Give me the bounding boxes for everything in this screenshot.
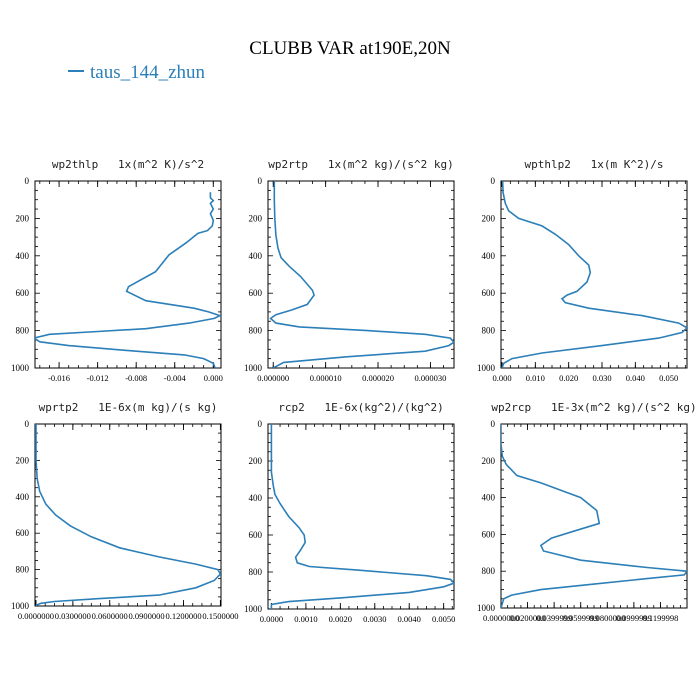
panel-title: wp2thlp 1x(m^2 K)/s^2 [52,158,204,171]
x-tick-label: 0.1500000 [202,611,238,621]
y-tick-label: 0 [258,176,263,186]
plot-frame [267,423,455,610]
panel-1: wp2thlp 1x(m^2 K)/s^2 0 200 400 600 800 1000 -0… [11,158,223,383]
y-tick-label: 200 [482,456,496,466]
y-tick-label: 200 [16,455,30,465]
panel-4: wprtp2 1E-6x(m kg)/(s kg) 0 200 400 600 800 10… [11,401,238,621]
x-tick-label: -0.016 [48,373,70,383]
y-tick-label: 0 [25,419,30,429]
y-tick-label: 400 [249,493,263,503]
x-tick-label: 0.0300000 [55,611,91,621]
y-tick-label: 800 [482,566,496,576]
x-tick-label: 0.0050 [432,614,455,624]
y-tick-label: 200 [16,213,30,223]
x-tick-label: 0.0000 [260,614,283,624]
series-line [270,424,454,609]
y-tick-label: 600 [482,529,496,539]
x-tick-label: 0.0599999 [563,613,599,623]
y-tick-label: 1000 [244,363,263,373]
y-tick-label: 600 [249,288,263,298]
panel-title: wp2rtp 1x(m^2 kg)/(s^2 kg) [268,158,453,171]
x-tick-label: 0.000000 [257,373,289,383]
x-tick-label: 0.0040 [398,614,421,624]
x-tick-label: 0.040 [626,373,645,383]
panel-5: rcp2 1E-6x(kg^2)/(kg^2) 0 200 400 600 800 1000… [244,401,455,624]
x-tick-label: 0.0020 [329,614,352,624]
plot-frame [34,423,222,607]
y-tick-label: 600 [249,530,263,540]
panel-2: wp2rtp 1x(m^2 kg)/(s^2 kg) 0 200 400 600 800 1… [244,158,455,383]
y-tick-label: 400 [16,492,30,502]
x-tick-label: 0.1200000 [165,611,201,621]
series-line [35,192,221,368]
y-tick-label: 1000 [477,603,496,613]
y-tick-label: 800 [16,326,30,336]
plot-frame [500,423,688,609]
x-tick-label: -0.004 [164,373,187,383]
panel-title: wprtp2 1E-6x(m kg)/(s kg) [39,401,218,414]
x-tick-label: -0.008 [125,373,147,383]
legend-label: taus_144_zhun [90,62,206,83]
x-tick-label: 0.0000000 [18,611,54,621]
y-tick-label: 1000 [244,604,263,614]
panel-grid: wp2thlp 1x(m^2 K)/s^2 0 200 400 600 800 1000 -0… [11,158,697,624]
panel-title: wpthlp2 1x(m K^2)/s [524,158,663,171]
y-tick-label: 400 [16,251,30,261]
x-tick-label: 0.0800000 [589,613,625,623]
plot-frame [500,180,688,369]
y-tick-label: 400 [249,251,263,261]
y-tick-label: 200 [482,213,496,223]
legend: taus_144_zhun [68,62,206,83]
series-line [501,424,687,608]
series-line [269,181,454,368]
y-tick-label: 1000 [11,363,30,373]
x-tick-label: 0.050 [659,373,678,383]
x-tick-label: -0.012 [87,373,109,383]
x-tick-label: 0.0999999 [616,613,652,623]
panel-title: rcp2 1E-6x(kg^2)/(kg^2) [278,401,444,414]
x-tick-label: 0.0900000 [129,611,165,621]
x-tick-label: 0.0030 [363,614,386,624]
y-tick-label: 600 [16,528,30,538]
x-tick-label: 0.030 [592,373,611,383]
panel-6: wp2rcp 1E-3x(m^2 kg)/(s^2 kg) 0 200 400 600 8… [477,401,697,623]
x-tick-label: 0.0600000 [92,611,128,621]
y-tick-label: 0 [258,419,263,429]
y-tick-label: 600 [482,288,496,298]
y-tick-label: 800 [249,567,263,577]
series-line [501,181,687,368]
y-tick-label: 800 [482,326,496,336]
y-tick-label: 0 [491,419,496,429]
y-tick-label: 0 [25,176,30,186]
y-tick-label: 800 [249,326,263,336]
x-tick-label: 0.010 [526,373,545,383]
x-tick-label: 0.000010 [310,373,342,383]
y-tick-label: 1000 [477,363,496,373]
x-tick-label: 0.020 [559,373,578,383]
panel-title: wp2rcp 1E-3x(m^2 kg)/(s^2 kg) [491,401,696,414]
x-tick-label: 0.0200000 [510,613,546,623]
x-tick-label: 0.000030 [414,373,446,383]
y-tick-label: 600 [16,288,30,298]
y-tick-label: 800 [16,565,30,575]
y-tick-label: 400 [482,251,496,261]
x-tick-label: 0.1199998 [643,613,679,623]
y-tick-label: 0 [491,176,496,186]
x-tick-label: 0.0399999 [536,613,572,623]
x-tick-label: 0.000020 [362,373,394,383]
x-tick-label: 0.0010 [294,614,317,624]
y-tick-label: 200 [249,456,263,466]
plot-frame [267,180,455,369]
x-tick-label: 0.000 [204,373,223,383]
plot-frame [34,180,222,369]
y-tick-label: 200 [249,213,263,223]
y-tick-label: 1000 [11,601,30,611]
panel-3: wpthlp2 1x(m K^2)/s 0 200 400 600 800 10000.00… [477,158,688,383]
series-line [35,424,221,606]
figure-title: CLUBB VAR at190E,20N [249,38,451,59]
x-tick-label: 0.0000000 [483,613,519,623]
x-tick-label: 0.000 [492,373,511,383]
y-tick-label: 400 [482,493,496,503]
